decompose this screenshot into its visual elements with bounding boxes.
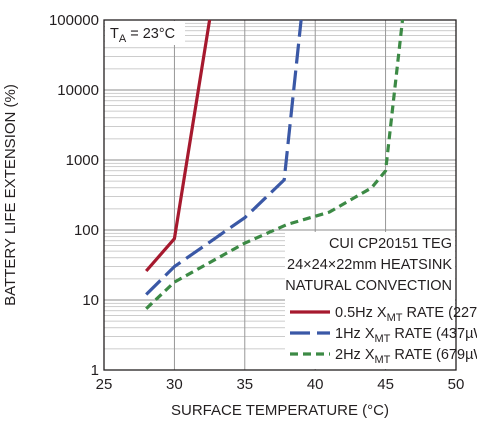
y-tick-label: 100000 bbox=[49, 12, 99, 29]
series-line bbox=[145, 19, 405, 310]
x-tick-label: 45 bbox=[377, 376, 394, 393]
annotation-temp-suffix: = 23°C bbox=[126, 26, 175, 42]
y-tick-label: 1000 bbox=[66, 152, 99, 169]
y-tick-label: 10000 bbox=[57, 82, 99, 99]
series-lines bbox=[144, 19, 405, 310]
plot-frame bbox=[103, 19, 457, 371]
x-tick-label: 40 bbox=[307, 376, 324, 393]
annotation-background bbox=[105, 21, 185, 45]
y-axis-title: BATTERY LIFE EXTENSION (%) bbox=[2, 84, 19, 306]
x-tick-label: 25 bbox=[96, 376, 113, 393]
ambient-temperature-annotation: TA = 23°C bbox=[105, 21, 185, 45]
annotation-line: NATURAL CONVECTION bbox=[285, 278, 452, 294]
tick-labels: 25 30 35 40 45 50 1 10 100 1000 10000 100000 bbox=[49, 12, 464, 393]
heatsink-annotation: CUI CP20151 TEG 24×24×22mm HEATSINK NATURA… bbox=[285, 236, 452, 294]
x-tick-label: 30 bbox=[166, 376, 183, 393]
legend-label: 0.5Hz XMT RATE (227µW AVG) bbox=[335, 305, 477, 324]
x-axis-title: SURFACE TEMPERATURE (°C) bbox=[171, 402, 389, 419]
legend-background bbox=[285, 232, 455, 369]
y-tick-label: 1 bbox=[91, 362, 99, 379]
legend-label: 2Hz XMT RATE (679µW AVG) bbox=[335, 347, 477, 366]
legend-label: 1Hz XMT RATE (437µW AVG) bbox=[335, 326, 477, 345]
series-line bbox=[144, 19, 212, 273]
x-tick-label: 50 bbox=[448, 376, 465, 393]
series-line bbox=[145, 19, 303, 296]
annotation-temp-subscript: A bbox=[119, 33, 127, 45]
annotation-temp-prefix: T bbox=[110, 26, 119, 42]
x-tick-label: 35 bbox=[236, 376, 253, 393]
legend: 0.5Hz XMT RATE (227µW AVG) 1Hz XMT RATE (… bbox=[290, 305, 477, 366]
annotation-line: CUI CP20151 TEG bbox=[329, 236, 452, 252]
y-tick-label: 100 bbox=[74, 222, 99, 239]
svg-text:TA = 23°C: TA = 23°C bbox=[110, 26, 175, 45]
annotation-line: 24×24×22mm HEATSINK bbox=[287, 257, 452, 273]
y-tick-label: 10 bbox=[82, 292, 99, 309]
